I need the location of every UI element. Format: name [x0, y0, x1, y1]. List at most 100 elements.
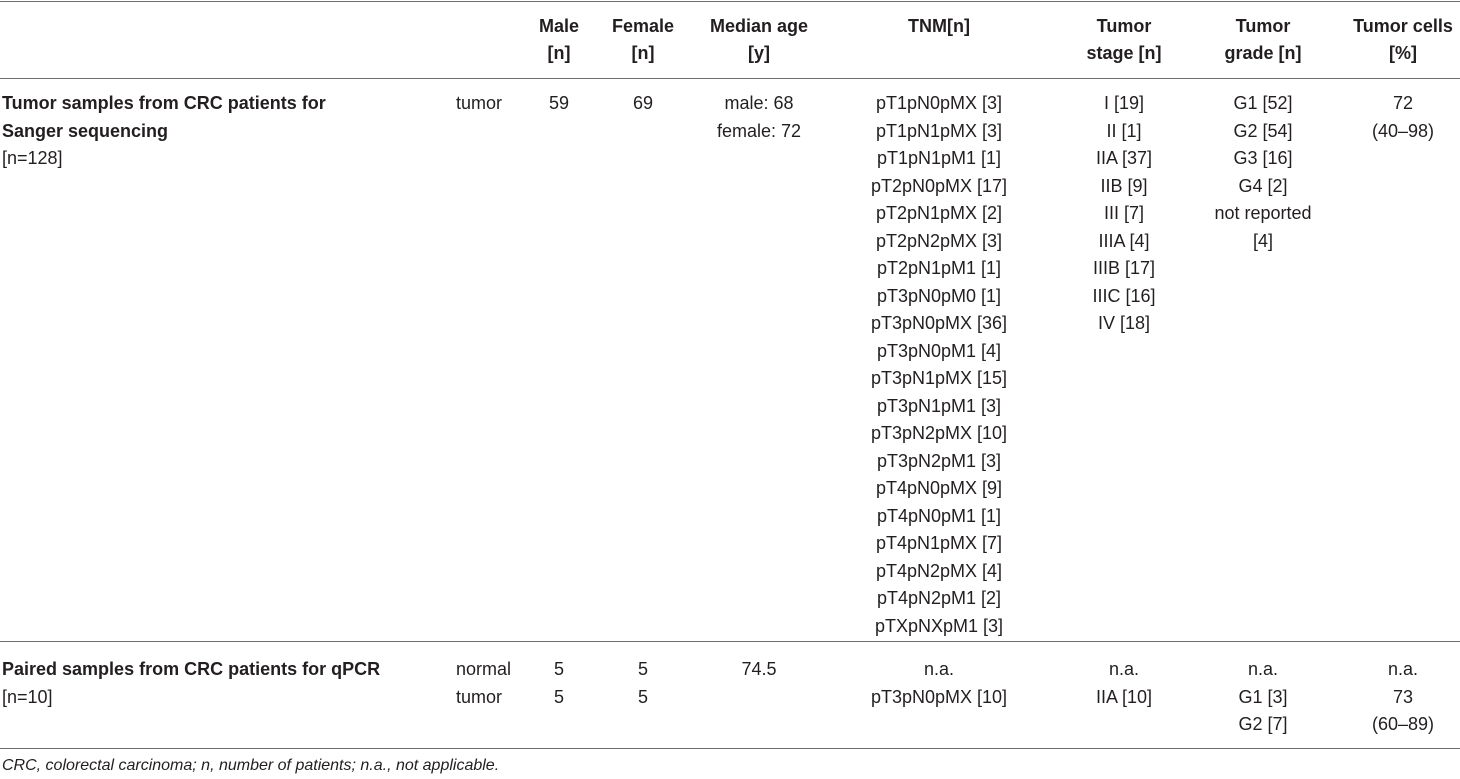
male-count-value: 59 — [548, 93, 570, 113]
tnm-item: pT1pN1pMX [3] — [875, 120, 1003, 141]
tumor-stage-item: II [1] — [1106, 120, 1142, 141]
group-female-count: 5 5 — [638, 656, 648, 711]
group-title-sanger: Tumor samples from CRC patients for Sang… — [2, 90, 326, 173]
group-male-count: 5 5 — [554, 656, 564, 711]
header-tnm: TNM[n] — [908, 13, 970, 40]
group-median-age: male: 68 female: 72 — [717, 90, 801, 145]
tnm-item: pT2pN2pMX [3] — [875, 230, 1003, 251]
tnm-item: pT4pN2pM1 [2] — [876, 588, 1002, 608]
tnm-item: pT2pN1pMX [2] — [875, 203, 1003, 223]
header-female: Female [n] — [612, 13, 674, 67]
header-rule — [0, 78, 1460, 79]
tumor-cells-value: 72 — [1392, 93, 1414, 113]
group-tumor-stage-list: n.a. IIA [10] — [1096, 656, 1152, 711]
group-tumor-stage-list: I [19] II [1] IIA [37] IIB [9] III [7] I… — [1092, 90, 1155, 338]
tnm-item: pTXpNXpM1 [3] — [874, 615, 1004, 636]
tumor-stage-item: IIIC [16] — [1092, 285, 1156, 306]
group-title-line: Paired samples from CRC patients for qPC… — [2, 659, 381, 679]
tnm-item: pT2pN0pMX [17] — [870, 175, 1008, 196]
table-bottom-rule — [0, 748, 1460, 749]
female-count-value: 69 — [632, 93, 654, 113]
group-n-count: [n=10] — [2, 686, 53, 707]
tumor-grade-item: not reported — [1214, 203, 1312, 223]
header-tumor-stage: Tumor stage [n] — [1086, 13, 1161, 67]
group-tnm-list: n.a. pT3pN0pMX [10] — [871, 656, 1007, 711]
tumor-stage-item: IIB [9] — [1100, 175, 1148, 196]
header-tumor-grade-line1: Tumor — [1235, 16, 1291, 36]
tnm-item: pT2pN1pM1 [1] — [876, 258, 1002, 278]
tnm-item: pT3pN0pM0 [1] — [876, 285, 1002, 306]
tnm-item: pT4pN0pM1 [1] — [876, 505, 1002, 526]
tumor-grade-item: G1 [3] — [1238, 686, 1288, 707]
tnm-item: n.a. — [923, 659, 955, 679]
female-count-value: 5 — [637, 686, 649, 707]
header-median-age-line1: Median age — [709, 16, 809, 36]
header-tnm-line1: TNM[n] — [908, 16, 970, 36]
group-male-count: 59 — [549, 90, 569, 118]
tnm-item: pT3pN1pMX [15] — [870, 368, 1008, 388]
tumor-stage-item: IIA [10] — [1095, 686, 1153, 707]
male-count-value: 5 — [553, 686, 565, 707]
tumor-stage-item: IIA [37] — [1095, 148, 1153, 168]
tnm-item: pT3pN2pMX [10] — [870, 423, 1008, 443]
tumor-grade-item: G4 [2] — [1238, 175, 1288, 196]
group-tumor-grade-list: G1 [52] G2 [54] G3 [16] G4 [2] not repor… — [1214, 90, 1311, 255]
group-separator-rule — [0, 641, 1460, 642]
header-male-line1: Male — [538, 16, 580, 36]
tnm-item: pT1pN0pMX [3] — [875, 93, 1003, 113]
tumor-stage-item: IIIB [17] — [1092, 258, 1156, 278]
header-male: Male [n] — [539, 13, 579, 67]
tumor-stage-item: III [7] — [1103, 203, 1145, 223]
group-tumor-cells: 72 (40–98) — [1372, 90, 1434, 145]
header-median-age: Median age [y] — [710, 13, 808, 67]
header-female-line2: [n] — [631, 43, 655, 63]
group-median-age: 74.5 — [741, 656, 776, 684]
header-male-line2: [n] — [547, 43, 571, 63]
tumor-stage-item: IIIA [4] — [1098, 230, 1150, 251]
header-tumor-cells-line2: [%] — [1388, 43, 1417, 63]
tumor-grade-item: G2 [54] — [1233, 120, 1293, 141]
group-tumor-grade-list: n.a. G1 [3] G2 [7] — [1238, 656, 1287, 739]
tnm-item: pT4pN0pMX [9] — [875, 478, 1003, 498]
tnm-item: pT4pN1pMX [7] — [875, 533, 1003, 553]
header-tumor-cells: Tumor cells [%] — [1353, 13, 1453, 67]
tumor-grade-item: G1 [52] — [1233, 93, 1293, 113]
median-age-value: female: 72 — [716, 120, 802, 141]
tnm-item: pT3pN2pM1 [3] — [876, 450, 1002, 471]
group-sample-type: tumor — [456, 90, 502, 118]
header-tumor-stage-line2: stage [n] — [1086, 43, 1162, 63]
header-median-age-line2: [y] — [748, 43, 770, 63]
sample-type-value: tumor — [456, 93, 503, 113]
tumor-stage-item: IV [18] — [1097, 313, 1151, 333]
header-tumor-cells-line1: Tumor cells — [1353, 16, 1453, 36]
group-title-line: Tumor samples from CRC patients for — [2, 93, 326, 113]
group-female-count: 69 — [633, 90, 653, 118]
sample-type-value: normal — [456, 659, 512, 679]
table-footnote: CRC, colorectal carcinoma; n, number of … — [2, 757, 500, 774]
tumor-grade-item: G2 [7] — [1238, 714, 1288, 734]
median-age-value: 74.5 — [741, 659, 777, 679]
header-tumor-grade-line2: grade [n] — [1224, 43, 1302, 63]
male-count-value: 5 — [553, 659, 565, 679]
tumor-grade-item: [4] — [1252, 230, 1274, 251]
sample-type-value: tumor — [456, 686, 503, 707]
tumor-grade-item: n.a. — [1247, 659, 1279, 679]
header-tumor-stage-line1: Tumor — [1096, 16, 1152, 36]
tnm-item: pT3pN0pMX [36] — [870, 313, 1008, 333]
group-title-line: Sanger sequencing — [2, 120, 169, 141]
tumor-grade-item: G3 [16] — [1233, 148, 1293, 168]
group-title-qpcr: Paired samples from CRC patients for qPC… — [2, 656, 380, 711]
tnm-item: pT3pN0pM1 [4] — [876, 340, 1002, 361]
tumor-cells-range: (60–89) — [1371, 714, 1435, 734]
table-top-rule — [0, 1, 1460, 2]
median-age-value: male: 68 — [724, 93, 794, 113]
tnm-item: pT3pN1pM1 [3] — [876, 395, 1002, 416]
group-sample-type: normal tumor — [456, 656, 511, 711]
group-tumor-cells: n.a. 73 (60–89) — [1372, 656, 1434, 739]
header-female-line1: Female — [611, 16, 675, 36]
female-count-value: 5 — [637, 659, 649, 679]
tumor-cells-range: (40–98) — [1371, 120, 1435, 141]
group-n-count: [n=128] — [2, 148, 63, 168]
tumor-cells-value: n.a. — [1387, 659, 1419, 679]
tumor-stage-item: I [19] — [1103, 93, 1145, 113]
